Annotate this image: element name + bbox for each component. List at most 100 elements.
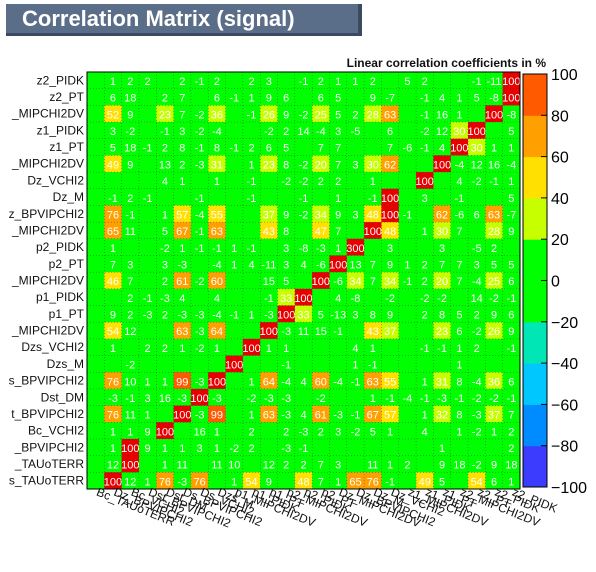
cell-value: 63 — [367, 376, 379, 388]
heatmap-cell — [87, 172, 105, 190]
heatmap-cell — [260, 222, 278, 240]
cell-value: 1 — [231, 243, 237, 255]
heatmap-cell — [381, 455, 400, 473]
heatmap-cell — [346, 172, 365, 190]
cell-value: -4 — [454, 159, 464, 171]
cell-value: -3 — [264, 393, 274, 405]
heatmap-cell — [208, 138, 226, 156]
heatmap-cell — [87, 288, 105, 306]
y-tick-label: _BPVIPCHI2 — [14, 440, 85, 454]
cell-value: 16 — [193, 426, 205, 438]
cell-value: 100 — [190, 393, 208, 405]
heatmap-cell — [294, 122, 313, 140]
heatmap-cell — [381, 388, 400, 406]
heatmap-cell — [104, 222, 123, 240]
cell-value: -1 — [108, 193, 118, 205]
heatmap-cell — [433, 205, 452, 223]
heatmap-cell — [346, 322, 365, 340]
cell-value: 1 — [422, 226, 428, 238]
cell-value: 64 — [263, 376, 275, 388]
heatmap-cell — [416, 355, 434, 373]
cell-value: 23 — [436, 326, 448, 338]
heatmap-cell — [433, 88, 452, 106]
heatmap-cell — [468, 272, 486, 290]
cell-value: 2 — [474, 310, 480, 322]
heatmap-cell — [225, 372, 244, 390]
cell-value: 76 — [193, 476, 205, 488]
heatmap-cell — [225, 388, 244, 406]
y-tick-label: _MIPCHI2DV — [11, 107, 84, 121]
chart-subtitle: Linear correlation coefficients in % — [346, 56, 546, 70]
heatmap-cell — [190, 255, 209, 273]
heatmap-cell — [242, 372, 261, 390]
heatmap-cell — [433, 355, 452, 373]
heatmap-cell — [329, 472, 348, 490]
heatmap-cell — [398, 138, 417, 156]
heatmap-cell — [485, 188, 504, 206]
cell-value: 1 — [456, 109, 462, 121]
heatmap-cell — [364, 422, 382, 440]
heatmap-cell — [312, 272, 330, 290]
heatmap-cell — [104, 305, 123, 323]
heatmap-cell — [242, 205, 261, 223]
heatmap-cell — [312, 422, 330, 440]
heatmap-cell — [433, 222, 452, 240]
heatmap-cell — [364, 205, 382, 223]
heatmap-cell — [450, 222, 469, 240]
heatmap-cell — [156, 288, 174, 306]
heatmap-cell — [242, 172, 261, 190]
heatmap-cell — [416, 205, 434, 223]
heatmap-cell — [260, 405, 278, 423]
cell-value: 4 — [352, 343, 358, 355]
heatmap-cell — [381, 155, 400, 173]
heatmap-cell — [260, 455, 278, 473]
heatmap-cell — [225, 205, 244, 223]
heatmap-cell — [121, 122, 140, 140]
heatmap-cell — [312, 372, 330, 390]
colorbar-tick-label: 80 — [551, 108, 569, 125]
heatmap-cell — [173, 155, 192, 173]
heatmap-cell — [277, 272, 296, 290]
heatmap-cell — [242, 88, 261, 106]
heatmap-cell — [277, 355, 296, 373]
cell-value: 2 — [145, 76, 151, 88]
heatmap-cell — [398, 372, 417, 390]
cell-value: -3 — [195, 310, 205, 322]
cell-value: -2 — [299, 109, 309, 121]
cell-value: 4 — [300, 259, 306, 271]
cell-value: -3 — [195, 159, 205, 171]
cell-value: 26 — [488, 326, 500, 338]
cell-value: 32 — [436, 410, 448, 422]
cell-value: 11 — [125, 226, 136, 238]
cell-value: -1 — [143, 143, 153, 155]
cell-value: 1 — [231, 259, 237, 271]
heatmap-cell — [260, 172, 278, 190]
heatmap-cell — [242, 472, 261, 490]
cell-value: -1 — [143, 293, 153, 305]
cell-value: 49 — [419, 476, 431, 488]
heatmap-cell — [364, 355, 382, 373]
heatmap-cell — [225, 122, 244, 140]
heatmap-cell — [138, 305, 157, 323]
heatmap-cell — [364, 405, 382, 423]
colorbar-band — [523, 156, 547, 199]
cell-value: 3 — [110, 126, 116, 138]
cell-value: 46 — [107, 276, 119, 288]
cell-value: -2 — [125, 126, 135, 138]
cell-value: 1 — [162, 460, 168, 472]
heatmap-cell — [381, 372, 400, 390]
heatmap-cell — [416, 188, 434, 206]
cell-value: 7 — [387, 143, 393, 155]
cell-value: -7 — [506, 209, 516, 221]
cell-value: 1 — [145, 410, 151, 422]
cell-value: 1 — [352, 360, 358, 372]
heatmap-cell — [156, 172, 174, 190]
y-tick-label: _MIPCHI2DV — [11, 223, 84, 237]
y-tick-label: z1_PIDK — [37, 123, 84, 137]
cell-value: 7 — [318, 143, 324, 155]
cell-value: 33 — [280, 293, 292, 305]
heatmap-cell — [502, 88, 521, 106]
heatmap-cell — [433, 405, 452, 423]
cell-value: 2 — [474, 343, 480, 355]
heatmap-cell — [173, 188, 192, 206]
